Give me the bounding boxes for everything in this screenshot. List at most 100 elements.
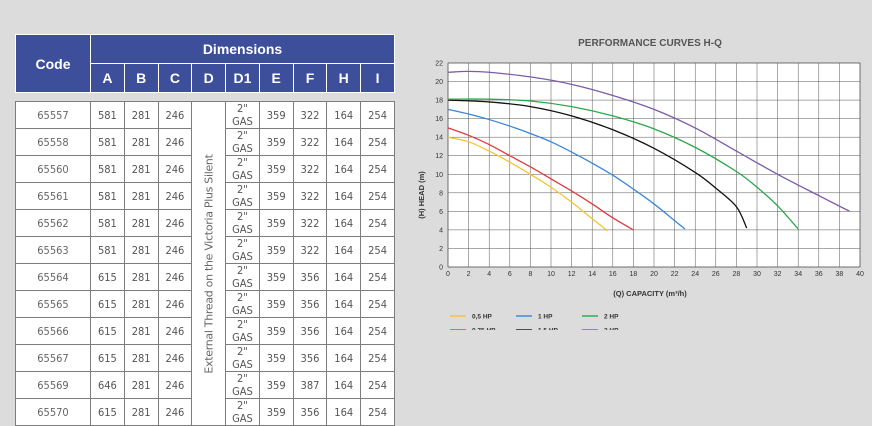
- cell-i: 254: [360, 128, 395, 156]
- cell-b: 281: [123, 317, 159, 345]
- table-row: 65566 615 281 246 2" GAS 359 356 164 254: [15, 317, 395, 345]
- cell-f: 322: [292, 128, 328, 156]
- cell-h: 164: [326, 398, 362, 426]
- table-row: 65557 581 281 246 External Thread on the Vic…: [15, 101, 395, 426]
- cell-i: 254: [360, 317, 395, 345]
- cell-a: 581: [90, 101, 125, 129]
- cell-code: 65557: [15, 101, 91, 129]
- cell-d1: 2" GAS: [225, 128, 260, 156]
- thread-note: External Thread on the Victoria Plus Sil…: [202, 153, 216, 374]
- cell-f: 322: [292, 182, 328, 210]
- legend-label: 0,5 HP: [472, 313, 493, 320]
- series-line-2: [447, 108, 686, 230]
- cell-e: 359: [258, 344, 294, 372]
- legend-label: 1,5 HP: [538, 327, 559, 330]
- x-tick-label: 26: [712, 271, 720, 278]
- column-header-f: F: [292, 63, 328, 93]
- cell-code: 65558: [15, 128, 91, 156]
- cell-a: 581: [90, 209, 125, 237]
- y-tick-label: 4: [439, 227, 443, 234]
- cell-d1: 2" GAS: [225, 209, 260, 237]
- cell-e: 359: [258, 209, 294, 237]
- cell-c: 246: [157, 182, 193, 210]
- series-line-1: [447, 127, 634, 231]
- cell-e: 359: [258, 128, 294, 156]
- x-tick-label: 36: [815, 271, 823, 278]
- legend-label: 3 HP: [604, 327, 619, 330]
- cell-d1: 2" GAS: [225, 155, 260, 183]
- cell-b: 281: [123, 182, 159, 210]
- cell-d1: 2" GAS: [225, 290, 260, 318]
- chart-lines: [447, 70, 850, 232]
- y-tick-label: 8: [439, 190, 443, 197]
- y-tick-label: 16: [435, 116, 443, 123]
- cell-f: 356: [292, 398, 328, 426]
- cell-code: 65570: [15, 398, 91, 426]
- cell-code: 65564: [15, 263, 91, 291]
- cell-h: 164: [326, 317, 362, 345]
- cell-a: 615: [90, 263, 125, 291]
- x-tick-label: 2: [467, 271, 471, 278]
- chart-grid: [447, 62, 861, 268]
- cell-i: 254: [360, 155, 395, 183]
- cell-h: 164: [326, 344, 362, 372]
- cell-h: 164: [326, 182, 362, 210]
- y-tick-label: 14: [435, 135, 443, 142]
- column-header-d: D: [191, 63, 227, 93]
- column-header-i: I: [360, 63, 395, 93]
- thread-note-cell: External Thread on the Victoria Plus Sil…: [191, 101, 227, 426]
- cell-f: 356: [292, 263, 328, 291]
- cell-c: 246: [157, 236, 193, 264]
- cell-h: 164: [326, 371, 362, 399]
- cell-i: 254: [360, 101, 395, 129]
- cell-i: 254: [360, 344, 395, 372]
- series-line-5: [447, 70, 850, 212]
- code-header: Code: [15, 34, 91, 93]
- table-gap: [16, 93, 395, 102]
- cell-e: 359: [258, 263, 294, 291]
- cell-h: 164: [326, 128, 362, 156]
- cell-e: 359: [258, 371, 294, 399]
- table-row: 65563 581 281 246 2" GAS 359 322 164 254: [15, 236, 395, 264]
- cell-code: 65560: [15, 155, 91, 183]
- cell-h: 164: [326, 209, 362, 237]
- performance-chart: PERFORMANCE CURVES H-Q 0 2 4 6 8 10 12 14 16 18 20…: [417, 38, 864, 330]
- column-header-c: C: [157, 63, 193, 93]
- x-tick-label: 4: [487, 271, 491, 278]
- cell-e: 359: [258, 182, 294, 210]
- table-body: 65557 581 281 246 External Thread on the Vic…: [15, 93, 395, 426]
- y-tick-label: 22: [435, 61, 443, 68]
- cell-b: 281: [123, 128, 159, 156]
- cell-d1: 2" GAS: [225, 101, 260, 129]
- cell-a: 615: [90, 344, 125, 372]
- cell-a: 581: [90, 182, 125, 210]
- column-header-row: A B C D D1 E F H I: [16, 63, 395, 93]
- x-tick-label: 34: [794, 271, 802, 278]
- cell-h: 164: [326, 263, 362, 291]
- x-tick-label: 16: [609, 271, 617, 278]
- y-tick-label: 6: [439, 209, 443, 216]
- x-tick-label: 22: [671, 271, 679, 278]
- cell-e: 359: [258, 290, 294, 318]
- cell-i: 254: [360, 236, 395, 264]
- cell-b: 281: [123, 209, 159, 237]
- x-tick-label: 28: [733, 271, 741, 278]
- series-line-3: [447, 99, 748, 229]
- cell-i: 254: [360, 290, 395, 318]
- cell-b: 281: [123, 290, 159, 318]
- cell-c: 246: [157, 344, 193, 372]
- x-tick-label: 12: [568, 271, 576, 278]
- y-tick-label: 0: [439, 265, 443, 272]
- cell-code: 65566: [15, 317, 91, 345]
- column-header-d1: D1: [225, 63, 260, 93]
- cell-h: 164: [326, 290, 362, 318]
- cell-c: 246: [157, 290, 193, 318]
- chart-title: PERFORMANCE CURVES H-Q: [578, 38, 722, 49]
- cell-c: 246: [157, 155, 193, 183]
- cell-code: 65561: [15, 182, 91, 210]
- cell-d1: 2" GAS: [225, 317, 260, 345]
- dimensions-table-container: Code Dimensions A B C D D1 E F H I 65557 581 281 24…: [15, 34, 395, 426]
- y-tick-label: 18: [435, 98, 443, 105]
- cell-code: 65565: [15, 290, 91, 318]
- cell-i: 254: [360, 398, 395, 426]
